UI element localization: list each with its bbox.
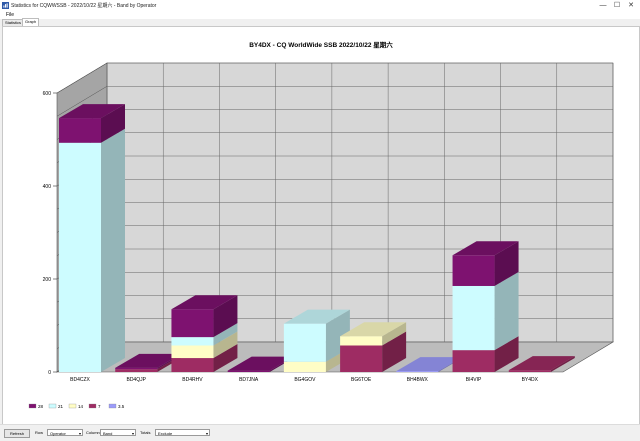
bar-stack [283, 309, 350, 372]
totals-select[interactable]: Exclude ▾ [155, 429, 210, 436]
bar-segment [115, 367, 158, 370]
bar-side [213, 295, 238, 338]
y-tick-label: 600 [43, 91, 52, 97]
bar-side [494, 336, 519, 372]
tab-statistics[interactable]: Statistics [2, 19, 25, 26]
bar-top [59, 104, 125, 119]
x-tick-label: BH4BWX [407, 377, 429, 383]
bar-side [213, 331, 238, 359]
bar-side [494, 271, 519, 351]
minimize-button[interactable]: — [599, 2, 607, 9]
chart-canvas: BY4DX - CQ WorldWide SSB 2022/10/22 星期六 … [2, 26, 640, 425]
y-tick-label: 0 [48, 370, 51, 376]
legend-label: 7 [98, 404, 101, 409]
bar-top [396, 357, 463, 372]
bar-top [171, 295, 238, 310]
bar-segment [115, 369, 158, 372]
bar-side [382, 331, 407, 372]
bar-segment [283, 361, 326, 372]
legend-swatch [68, 403, 77, 409]
chevron-down-icon: ▾ [78, 431, 81, 436]
bar-segment [340, 345, 383, 372]
bar-side [213, 323, 238, 346]
bar-side [101, 104, 125, 143]
legend-label: 28 [38, 404, 44, 409]
menu-bar: File [0, 11, 640, 19]
bar-top [115, 353, 182, 368]
legend-swatch [48, 403, 57, 409]
gridline-side [56, 86, 108, 117]
bar-segment [59, 118, 101, 143]
tab-strip: Statistics Graph [0, 18, 640, 26]
bar-segment [452, 350, 495, 372]
gridline-side [56, 62, 108, 94]
y-tick-label: 200 [43, 277, 52, 283]
legend-swatch [88, 403, 97, 409]
column-select-value: Band [103, 431, 113, 436]
x-tick-label: BD4RHV [182, 377, 203, 383]
bar-top [508, 356, 575, 371]
window-title: Statistics for CQWWSSB - 2022/10/22 星期六 … [11, 3, 157, 9]
x-tick-label: BY4DX [522, 377, 539, 383]
bar-stack [452, 241, 519, 372]
chevron-down-icon: ▾ [205, 431, 208, 436]
tab-graph[interactable]: Graph [22, 18, 40, 26]
bar-segment [227, 370, 270, 372]
row-select[interactable]: Operator ▾ [47, 429, 83, 436]
bar-segment [171, 358, 214, 372]
bar-side [101, 128, 125, 372]
bar-segment [171, 337, 214, 346]
row-label: Row [35, 430, 44, 435]
legend-label: 14 [78, 404, 84, 409]
bar-segment [283, 323, 326, 362]
bar-side [550, 356, 575, 372]
legend-swatch [108, 403, 117, 409]
bar-top [283, 309, 350, 324]
bar-stack [508, 356, 575, 372]
legend-label: 21 [58, 404, 64, 409]
bar-top [227, 356, 294, 371]
menu-file[interactable]: File [6, 12, 15, 18]
bar-segment [396, 371, 439, 372]
bar-top [340, 322, 407, 337]
stacked-bar-chart: BY4DX - CQ WorldWide SSB 2022/10/22 星期六 … [28, 40, 615, 409]
column-label: Column [86, 430, 100, 435]
legend-label: 3.5 [118, 404, 125, 409]
row-select-value: Operator [50, 431, 66, 436]
x-tick-label: BI4VIP [466, 377, 482, 383]
bar-segment [508, 370, 551, 372]
bar-segment [340, 336, 383, 346]
bar-segment [59, 142, 101, 372]
bar-segment [452, 285, 495, 351]
totals-label: Totals [140, 430, 151, 435]
bar-segment [171, 309, 214, 338]
x-tick-label: BD4QJP [126, 377, 146, 383]
bar-stack [340, 322, 407, 372]
x-tick-label: BD4CZX [70, 377, 90, 383]
column-select[interactable]: Band ▾ [100, 429, 136, 436]
close-button[interactable]: ✕ [628, 2, 634, 9]
x-tick-label: BG4GOV [294, 377, 316, 383]
bar-side [494, 241, 519, 286]
y-tick-label: 400 [43, 184, 52, 190]
legend-swatch [28, 403, 37, 409]
bar-side [382, 322, 407, 346]
bar-segment [452, 255, 495, 286]
bar-side [213, 344, 238, 372]
bar-segment [171, 345, 214, 359]
bottom-toolbar: Refresh Row Operator ▾ Column Band ▾ Total… [0, 424, 640, 441]
maximize-button[interactable]: ☐ [613, 2, 621, 9]
totals-select-value: Exclude [158, 431, 173, 436]
bar-stack [171, 295, 238, 372]
bar-top [452, 241, 519, 256]
chevron-down-icon: ▾ [131, 431, 134, 436]
x-tick-label: BD7JNA [239, 377, 259, 383]
bar-stack [59, 104, 125, 372]
x-tick-label: BG6TOE [351, 377, 372, 383]
app-icon [2, 2, 9, 9]
chart-title: BY4DX - CQ WorldWide SSB 2022/10/22 星期六 [249, 40, 393, 49]
refresh-button[interactable]: Refresh [4, 429, 30, 438]
